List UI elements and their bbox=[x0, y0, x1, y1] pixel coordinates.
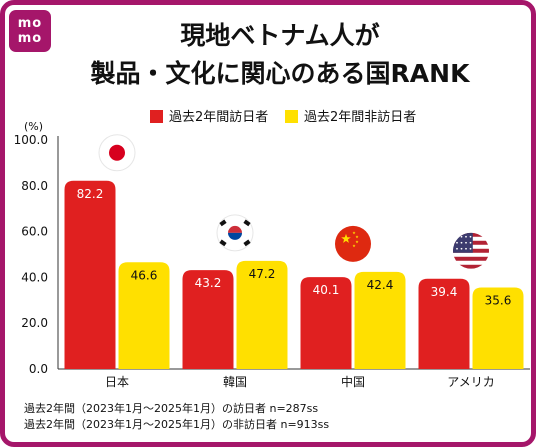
data-label: 42.4 bbox=[367, 278, 394, 292]
y-tick-label: 40.0 bbox=[21, 270, 48, 284]
bar bbox=[300, 277, 352, 369]
x-tick-label: 日本 bbox=[105, 375, 129, 389]
legend-label-visitors: 過去2年間訪日者 bbox=[169, 110, 269, 125]
data-label: 46.6 bbox=[131, 268, 158, 282]
x-tick-label: 韓国 bbox=[223, 375, 247, 389]
bar bbox=[236, 260, 288, 369]
y-tick-label: 80.0 bbox=[21, 179, 48, 193]
bar bbox=[64, 180, 116, 369]
japan-flag-icon bbox=[98, 134, 136, 172]
data-label: 82.2 bbox=[77, 187, 104, 201]
legend-label-non-visitors: 過去2年間非訪日者 bbox=[304, 110, 417, 125]
bar bbox=[354, 271, 406, 369]
legend-item-visitors: 過去2年間訪日者 bbox=[150, 106, 268, 125]
y-axis-unit: (%) bbox=[24, 120, 44, 133]
y-tick-label: 60.0 bbox=[21, 225, 48, 239]
page-title-line-2: 製品・文化に関心のある国RANK bbox=[90, 59, 470, 88]
sample-notes: 過去2年間（2023年1月～2025年1月）の訪日者 n=287ss 過去2年間… bbox=[24, 401, 329, 433]
data-label: 40.1 bbox=[313, 283, 340, 297]
data-label: 43.2 bbox=[195, 276, 222, 290]
note-non-visitors: 過去2年間（2023年1月～2025年1月）の非訪日者 n=913ss bbox=[24, 418, 330, 431]
bar bbox=[472, 287, 524, 369]
china-flag-icon bbox=[335, 225, 371, 262]
usa-flag-icon bbox=[453, 232, 489, 269]
legend-item-non-visitors: 過去2年間非訪日者 bbox=[285, 106, 416, 125]
data-label: 39.4 bbox=[431, 285, 458, 299]
legend-swatch-yellow bbox=[285, 110, 298, 123]
legend-swatch-red bbox=[150, 110, 163, 123]
note-visitors: 過去2年間（2023年1月～2025年1月）の訪日者 n=287ss bbox=[24, 402, 319, 415]
bar bbox=[118, 262, 170, 369]
south-korea-flag-icon bbox=[216, 214, 254, 252]
x-tick-label: アメリカ bbox=[447, 375, 494, 389]
logo-line-1: mo bbox=[17, 16, 43, 31]
page-title-line-1: 現地ベトナム人が bbox=[180, 21, 380, 50]
y-tick-label: 20.0 bbox=[21, 316, 48, 330]
y-tick-label: 0.0 bbox=[29, 362, 48, 376]
x-tick-label: 中国 bbox=[341, 374, 365, 389]
y-tick-label: 100.0 bbox=[14, 133, 48, 147]
data-label: 47.2 bbox=[249, 267, 276, 281]
bar bbox=[182, 270, 234, 369]
data-label: 35.6 bbox=[485, 293, 512, 307]
momo-logo: mo mo bbox=[9, 10, 51, 52]
logo-line-2: mo bbox=[17, 31, 43, 46]
bar bbox=[418, 278, 470, 369]
